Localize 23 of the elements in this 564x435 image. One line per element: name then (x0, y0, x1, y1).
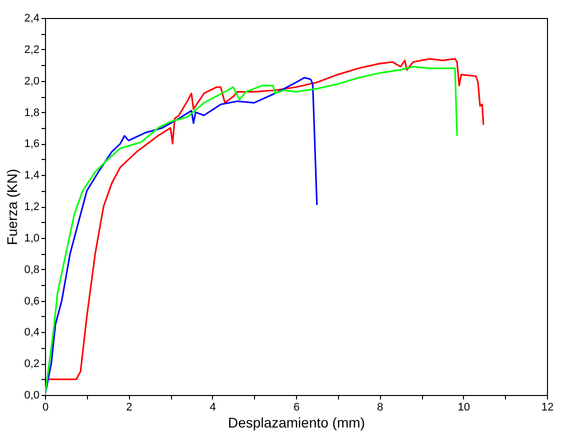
y-tick-label: 1,0 (24, 232, 40, 244)
y-axis-title: Fuerza (KN) (4, 168, 20, 246)
y-tick-label: 2,0 (24, 75, 40, 88)
y-tick-label: 1,2 (24, 201, 40, 213)
y-tick-label: 0,6 (24, 295, 40, 308)
x-tick-label: 6 (293, 402, 300, 414)
y-tick-label: 1,4 (24, 170, 40, 182)
y-tick-label: 2,4 (24, 12, 40, 24)
x-tick-label: 10 (458, 402, 470, 414)
x-tick-label: 12 (541, 402, 554, 414)
x-axis-title: Desplazamiento (mm) (228, 414, 365, 430)
y-tick-label: 0,2 (24, 358, 40, 370)
y-tick-label: 0,8 (24, 264, 40, 276)
y-tick-label: 2,2 (24, 44, 40, 56)
x-tick-label: 4 (210, 402, 216, 414)
y-tick-label: 1,6 (24, 138, 40, 150)
y-tick-label: 0,4 (24, 326, 40, 339)
y-tick-label: 1,8 (24, 106, 40, 119)
x-tick-label: 8 (377, 402, 384, 414)
y-tick-label: 0,0 (24, 390, 40, 402)
x-tick-label: 2 (126, 402, 132, 414)
x-tick-label: 0 (42, 402, 49, 414)
line-series (45, 76, 318, 395)
